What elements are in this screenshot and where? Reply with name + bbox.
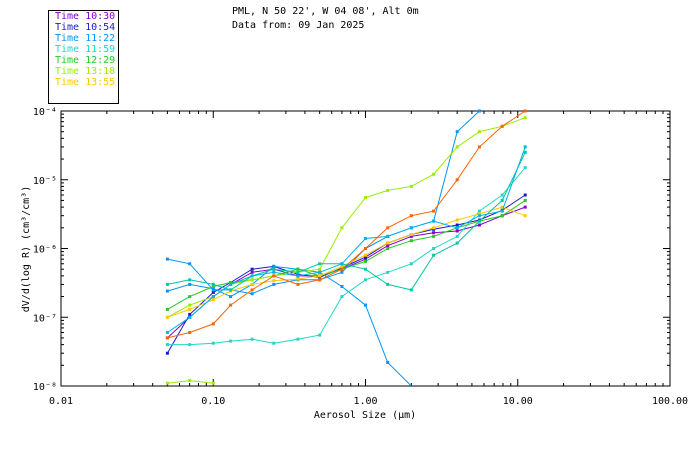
series-path [167, 206, 526, 339]
legend-item: Time 13:18 [55, 66, 116, 77]
series-line [165, 109, 481, 296]
series-line [165, 205, 527, 340]
legend-item: Time 11:22 [55, 33, 116, 44]
date-text: Data from: 09 Jan 2025 [232, 20, 365, 31]
series-path [167, 206, 526, 318]
y-tick-label: 10⁻⁶ [33, 245, 57, 256]
legend-item: Time 10:54 [55, 22, 116, 33]
x-tick-label: 100.00 [652, 396, 688, 407]
series-path [167, 146, 526, 333]
series-line [165, 193, 527, 355]
x-tick-label: 10.00 [503, 396, 533, 407]
series-line [165, 379, 215, 385]
series-layer [165, 109, 527, 387]
y-tick-label: 10⁻⁵ [33, 176, 57, 187]
x-tick-label: 1.00 [353, 396, 377, 407]
series-path [167, 152, 526, 291]
legend-item: Time 13:55 [55, 77, 116, 88]
chart-header: PML, N 50 22', W 04 08', Alt 0m Data fro… [232, 5, 419, 33]
series-line [165, 145, 527, 334]
x-tick-label: 0.10 [201, 396, 225, 407]
legend: Time 10:30 Time 10:54 Time 11:22 Time 11… [48, 10, 119, 104]
x-tick-label: 0.01 [49, 396, 73, 407]
y-tick-label: 10⁻⁸ [33, 382, 57, 393]
series-path [167, 110, 480, 295]
axis-ticks: 0.01 0.10 1.00 10.00 100.00 10⁻⁸ 10⁻⁷ 10⁻⁶ 10⁻⁵ 1… [33, 107, 688, 407]
x-axis-label: Aerosol Size (μm) [314, 410, 416, 421]
legend-item: Time 10:30 [55, 11, 116, 22]
y-tick-label: 10⁻⁷ [33, 313, 57, 324]
series-path [166, 194, 526, 354]
series-line [165, 166, 527, 347]
y-tick-label: 10⁻⁴ [33, 107, 57, 118]
y-axis-label: dV/d(log R) (cm³/cm³) [21, 186, 32, 312]
series-path [167, 110, 526, 339]
location-text: PML, N 50 22', W 04 08', Alt 0m [232, 6, 419, 17]
legend-item: Time 11:59 [55, 44, 116, 55]
legend-item: Time 12:29 [55, 55, 116, 66]
series-path [167, 265, 412, 387]
series-line [165, 264, 412, 387]
series-line [165, 109, 527, 340]
series-path [167, 167, 526, 346]
series-path [167, 380, 214, 384]
